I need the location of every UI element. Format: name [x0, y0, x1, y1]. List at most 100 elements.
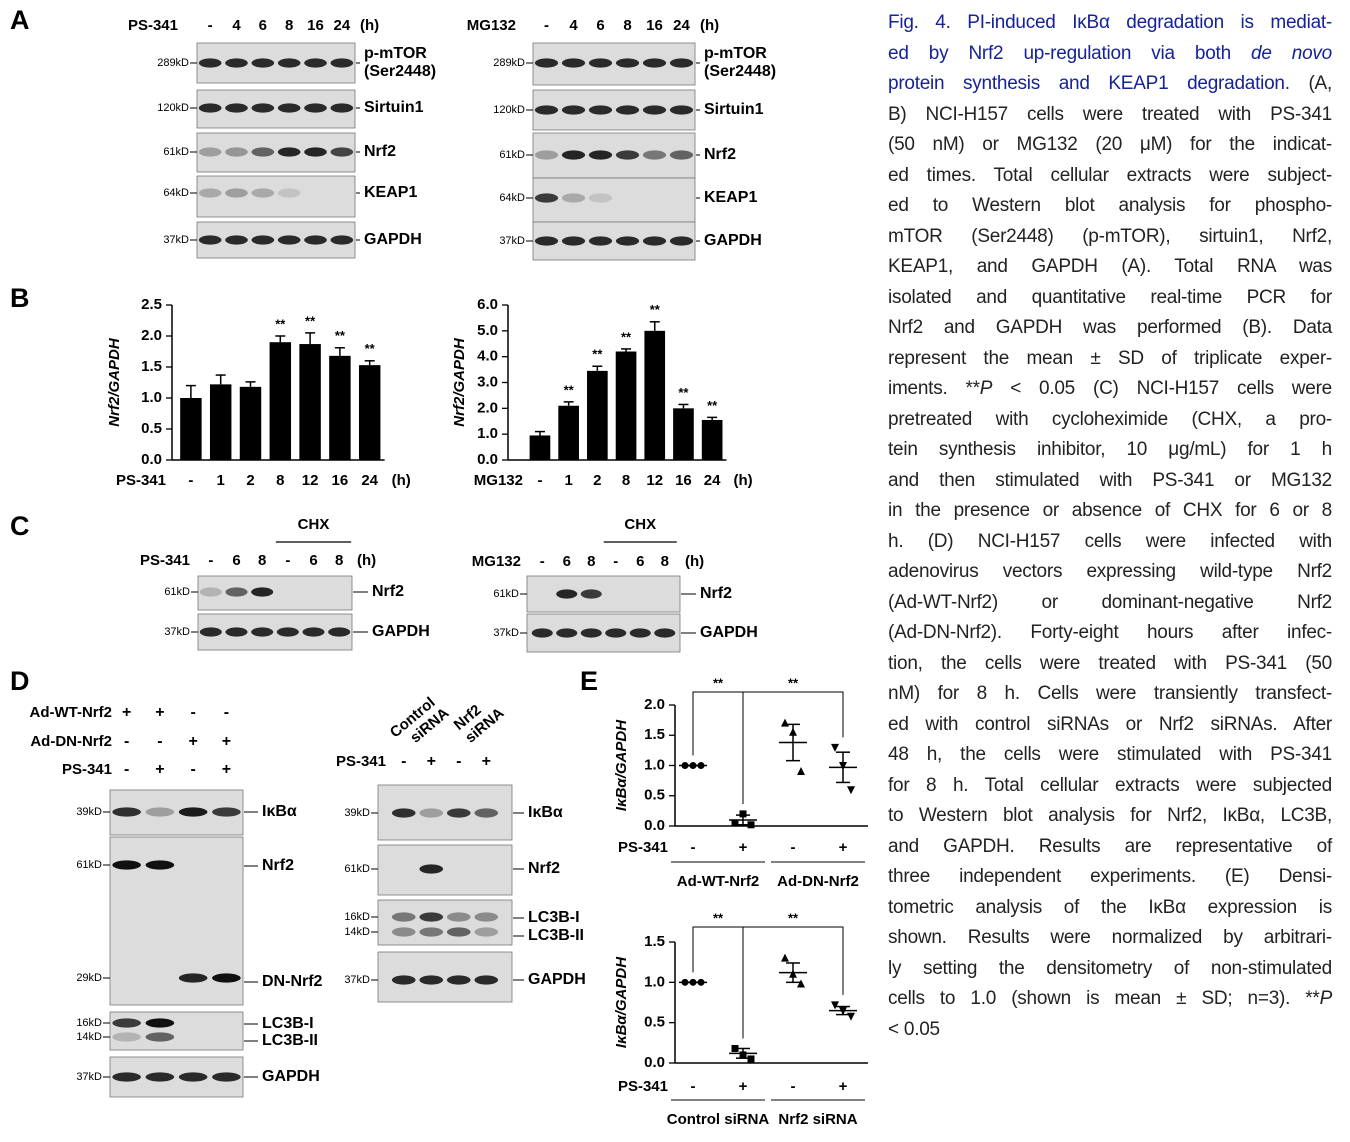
band [225, 587, 248, 597]
lane-label: 8 [587, 553, 595, 570]
band [669, 150, 694, 160]
lane-label: 6 [636, 553, 644, 570]
band [198, 188, 222, 198]
band [277, 147, 301, 157]
blot-strip [526, 575, 681, 613]
x-tick-label: 16 [332, 472, 349, 489]
caption-line: ed to Western blot analysis for phospho- [888, 195, 1332, 216]
band [212, 973, 241, 983]
caption-segment: P [1319, 988, 1333, 1009]
caption-line: in the presence or absence of CHX for 6 … [888, 500, 1332, 521]
caption-line: B) NCI-H157 cells were treated with PS-3… [888, 103, 1332, 125]
caption-line: shown. Results were normalized by arbitr… [888, 927, 1332, 948]
size-marker: 61kD [344, 863, 370, 875]
y-tick-label: 1.5 [141, 358, 162, 375]
protein-label: LC3B-II [528, 927, 584, 944]
protein-label: KEAP1 [704, 189, 757, 206]
band [642, 105, 667, 115]
caption-line: protein synthesis and KEAP1 degradation.… [888, 69, 1332, 100]
y-tick-label: 0.5 [644, 1014, 665, 1031]
band [615, 58, 640, 68]
size-marker: 37kD [493, 627, 519, 639]
band [112, 1032, 141, 1042]
caption-segment: P [979, 378, 993, 399]
protein-label: (Ser2448) [704, 63, 776, 80]
significance-label: ** [305, 313, 316, 328]
protein-label: Nrf2 [262, 857, 294, 874]
band [178, 1072, 208, 1082]
protein-label: Nrf2 [700, 585, 732, 602]
caption-segment: iments. ** [888, 378, 980, 399]
band [391, 975, 416, 985]
y-axis-title: IκBα/GAPDH [613, 956, 630, 1048]
size-marker: 37kD [499, 235, 525, 247]
band [225, 188, 248, 198]
protein-label: IκBα [528, 804, 563, 821]
panel-label: C [10, 511, 30, 541]
band [615, 236, 640, 246]
group-label: Nrf2 siRNA [778, 1111, 857, 1128]
lane-label: - [544, 17, 549, 34]
y-tick-label: 4.0 [477, 348, 498, 365]
band [556, 628, 578, 638]
band [534, 150, 559, 160]
x-tick-label: 24 [361, 472, 378, 489]
caption-segment: ed by Nrf2 up-regulation via both [888, 42, 1252, 64]
significance-label: ** [678, 385, 689, 400]
band [534, 193, 559, 203]
lane-label: - [540, 553, 545, 570]
data-point [847, 786, 855, 795]
protein-label: IκBα [262, 803, 297, 820]
bar [529, 435, 551, 460]
lane-label: 4 [569, 17, 578, 34]
x-tick-label: + [839, 839, 848, 856]
band [588, 236, 613, 246]
band [391, 912, 416, 922]
band [615, 105, 640, 115]
significance-label: ** [592, 347, 603, 362]
significance-label: ** [564, 382, 575, 397]
group-label: Ad-DN-Nrf2 [777, 873, 859, 890]
size-marker: 64kD [163, 187, 189, 199]
condition-sign: - [124, 733, 129, 750]
condition-sign: - [190, 761, 195, 778]
bar [644, 330, 666, 460]
panel-label: D [10, 666, 30, 696]
size-marker: 120kD [157, 102, 189, 114]
caption-segment: Fig. 4. PI-induced IκBα degradation is m… [888, 12, 1332, 33]
y-tick-label: 1.5 [644, 726, 665, 743]
band [330, 235, 354, 245]
protein-label: GAPDH [700, 624, 758, 641]
x-tick-label: + [839, 1078, 848, 1095]
band [145, 1032, 175, 1042]
y-tick-label: 2.0 [644, 696, 665, 713]
protein-label: GAPDH [704, 232, 762, 249]
y-tick-label: 5.0 [477, 322, 498, 339]
y-tick-label: 1.0 [644, 756, 665, 773]
condition-sign: - [401, 753, 406, 770]
y-tick-label: 1.0 [141, 389, 162, 406]
caption-segment: cells to 1.0 (shown is mean ± SD; n=3). … [888, 988, 1320, 1009]
condition-sign: + [482, 753, 491, 770]
bar [587, 370, 608, 460]
bar [299, 344, 321, 460]
band [419, 975, 444, 985]
y-tick-label: 0.0 [644, 1054, 665, 1071]
size-marker: 39kD [76, 806, 102, 818]
band [669, 58, 694, 68]
blot-strip [196, 221, 356, 259]
x-tick-label: + [739, 839, 748, 856]
band [446, 975, 471, 985]
band [330, 103, 354, 113]
caption-line: three independent experiments. (E) Densi… [888, 866, 1332, 887]
band [330, 147, 354, 157]
x-axis-title: PS-341 [618, 1078, 668, 1095]
condition-sign: + [122, 704, 131, 721]
band [588, 58, 613, 68]
y-tick-label: 1.0 [644, 973, 665, 990]
data-point [781, 953, 789, 962]
caption-line: ed times. Total cellular extracts were s… [888, 164, 1332, 186]
band [561, 105, 586, 115]
band [588, 193, 613, 203]
